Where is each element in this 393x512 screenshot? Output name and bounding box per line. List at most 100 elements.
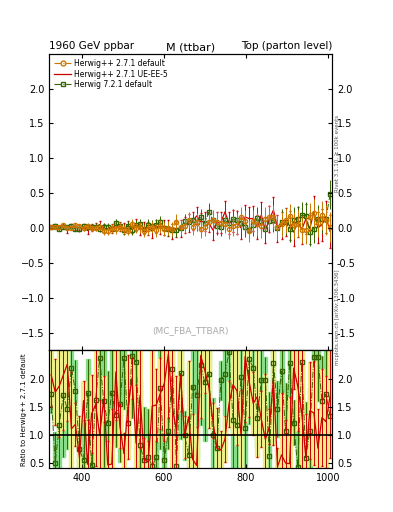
Bar [154, 370, 158, 441]
Bar [102, 376, 106, 422]
Bar [312, 351, 316, 417]
Bar [292, 351, 296, 389]
Text: Rivet 3.1.10, ≥ 100k events: Rivet 3.1.10, ≥ 100k events [335, 115, 340, 192]
Bar [57, 360, 61, 468]
Bar [49, 375, 53, 413]
Bar [86, 358, 90, 428]
Bar [142, 407, 146, 468]
Text: (MC_FBA_TTBAR): (MC_FBA_TTBAR) [152, 326, 229, 335]
Bar [187, 361, 191, 468]
Bar [138, 381, 142, 468]
Bar [114, 382, 118, 447]
Bar [150, 429, 154, 468]
Bar [284, 420, 288, 468]
Bar [146, 441, 150, 468]
Bar [316, 351, 320, 401]
Bar [69, 372, 73, 468]
Bar [97, 400, 102, 468]
Bar [247, 351, 251, 423]
Bar [110, 351, 114, 437]
Bar [211, 403, 215, 438]
Bar [308, 362, 312, 459]
Bar [279, 393, 284, 468]
Bar [304, 402, 308, 468]
Bar [267, 409, 272, 444]
Text: Top (parton level): Top (parton level) [241, 41, 332, 51]
Bar [231, 351, 235, 434]
Bar [110, 409, 114, 468]
Bar [320, 356, 324, 446]
Legend: Herwig++ 2.7.1 default, Herwig++ 2.7.1 UE-EE-5, Herwig 7.2.1 default: Herwig++ 2.7.1 default, Herwig++ 2.7.1 U… [53, 57, 170, 91]
Bar [320, 369, 324, 466]
Bar [73, 360, 77, 422]
Bar [328, 379, 332, 453]
Bar [296, 417, 300, 468]
Bar [215, 408, 219, 468]
Bar [227, 381, 231, 426]
Bar [178, 351, 182, 439]
Bar [275, 448, 279, 468]
Bar [81, 381, 86, 420]
Bar [134, 351, 138, 420]
Bar [231, 353, 235, 468]
Bar [263, 374, 267, 468]
Bar [130, 358, 134, 398]
Bar [195, 351, 199, 460]
Bar [191, 414, 195, 468]
Bar [304, 414, 308, 468]
Bar [182, 416, 187, 458]
Bar [94, 379, 97, 420]
Bar [207, 351, 211, 429]
Bar [158, 351, 162, 449]
Bar [235, 351, 239, 445]
Bar [203, 351, 207, 393]
Bar [114, 351, 118, 420]
Bar [263, 357, 267, 403]
Bar [94, 351, 97, 466]
Bar [77, 416, 81, 468]
Bar [259, 391, 263, 447]
Bar [328, 351, 332, 458]
Bar [324, 351, 328, 455]
Bar [90, 419, 94, 468]
Bar [178, 351, 182, 411]
Bar [300, 351, 304, 468]
Bar [199, 351, 203, 424]
Bar [166, 351, 171, 418]
Bar [61, 351, 65, 457]
Text: mcplots.cern.ch [arXiv:1306.3436]: mcplots.cern.ch [arXiv:1306.3436] [335, 270, 340, 365]
Bar [272, 351, 275, 445]
Bar [275, 381, 279, 437]
Bar [86, 420, 90, 468]
Bar [296, 351, 300, 431]
Bar [106, 371, 110, 468]
Bar [243, 351, 247, 421]
Bar [126, 398, 130, 448]
Bar [158, 358, 162, 429]
Bar [138, 351, 142, 447]
Bar [223, 416, 227, 462]
Bar [195, 428, 199, 468]
Bar [102, 351, 106, 467]
Bar [53, 432, 57, 468]
Bar [134, 385, 138, 468]
Bar [251, 351, 255, 427]
Bar [219, 361, 223, 400]
Y-axis label: Ratio to Herwig++ 2.7.1 default: Ratio to Herwig++ 2.7.1 default [22, 353, 28, 465]
Bar [57, 351, 61, 437]
Bar [162, 351, 166, 441]
Bar [182, 411, 187, 460]
Bar [65, 370, 69, 449]
Bar [215, 417, 219, 468]
Bar [316, 409, 320, 468]
Bar [227, 351, 231, 410]
Bar [247, 351, 251, 417]
Bar [288, 397, 292, 468]
Bar [146, 409, 150, 468]
Bar [174, 376, 178, 468]
Bar [203, 351, 207, 441]
Bar [122, 351, 126, 409]
Bar [272, 351, 275, 410]
Bar [267, 392, 272, 468]
Bar [106, 441, 110, 468]
